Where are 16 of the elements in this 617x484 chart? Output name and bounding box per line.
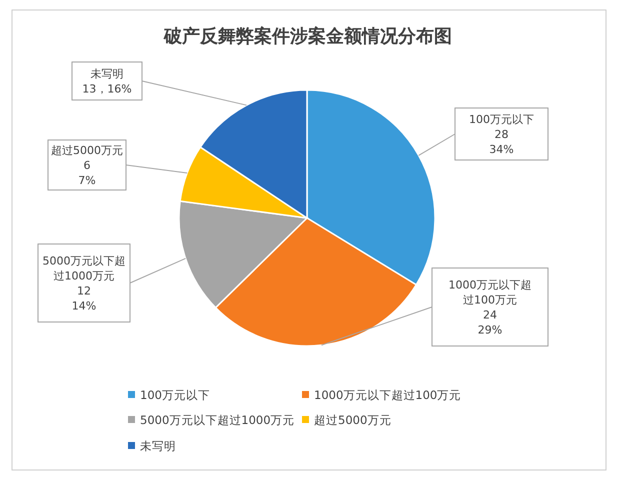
chart-title: 破产反舞弊案件涉案金额情况分布图 xyxy=(163,26,452,47)
data-label: 12 14% xyxy=(72,284,96,312)
data-label: 24 29% xyxy=(478,308,502,336)
slice-label: 1000万元以下超过100万元 xyxy=(448,278,532,306)
legend-label: 100万元以下 xyxy=(140,388,210,402)
legend-label: 超过5000万元 xyxy=(314,413,392,427)
data-label: 13，16% xyxy=(82,82,132,96)
data-label: 6 7% xyxy=(78,159,96,187)
data-label: 28 34% xyxy=(489,128,514,156)
slice-label: 100万元以下 xyxy=(469,113,534,126)
slice-label: 未写明 xyxy=(90,68,124,80)
legend-label: 5000万元以下超过1000万元 xyxy=(140,413,295,427)
slice-label: 5000万元以下超过1000万元 xyxy=(42,254,126,282)
slice-label: 超过5000万元 xyxy=(51,144,123,157)
legend-label: 1000万元以下超过100万元 xyxy=(314,388,462,402)
legend-label: 未写明 xyxy=(140,439,176,453)
